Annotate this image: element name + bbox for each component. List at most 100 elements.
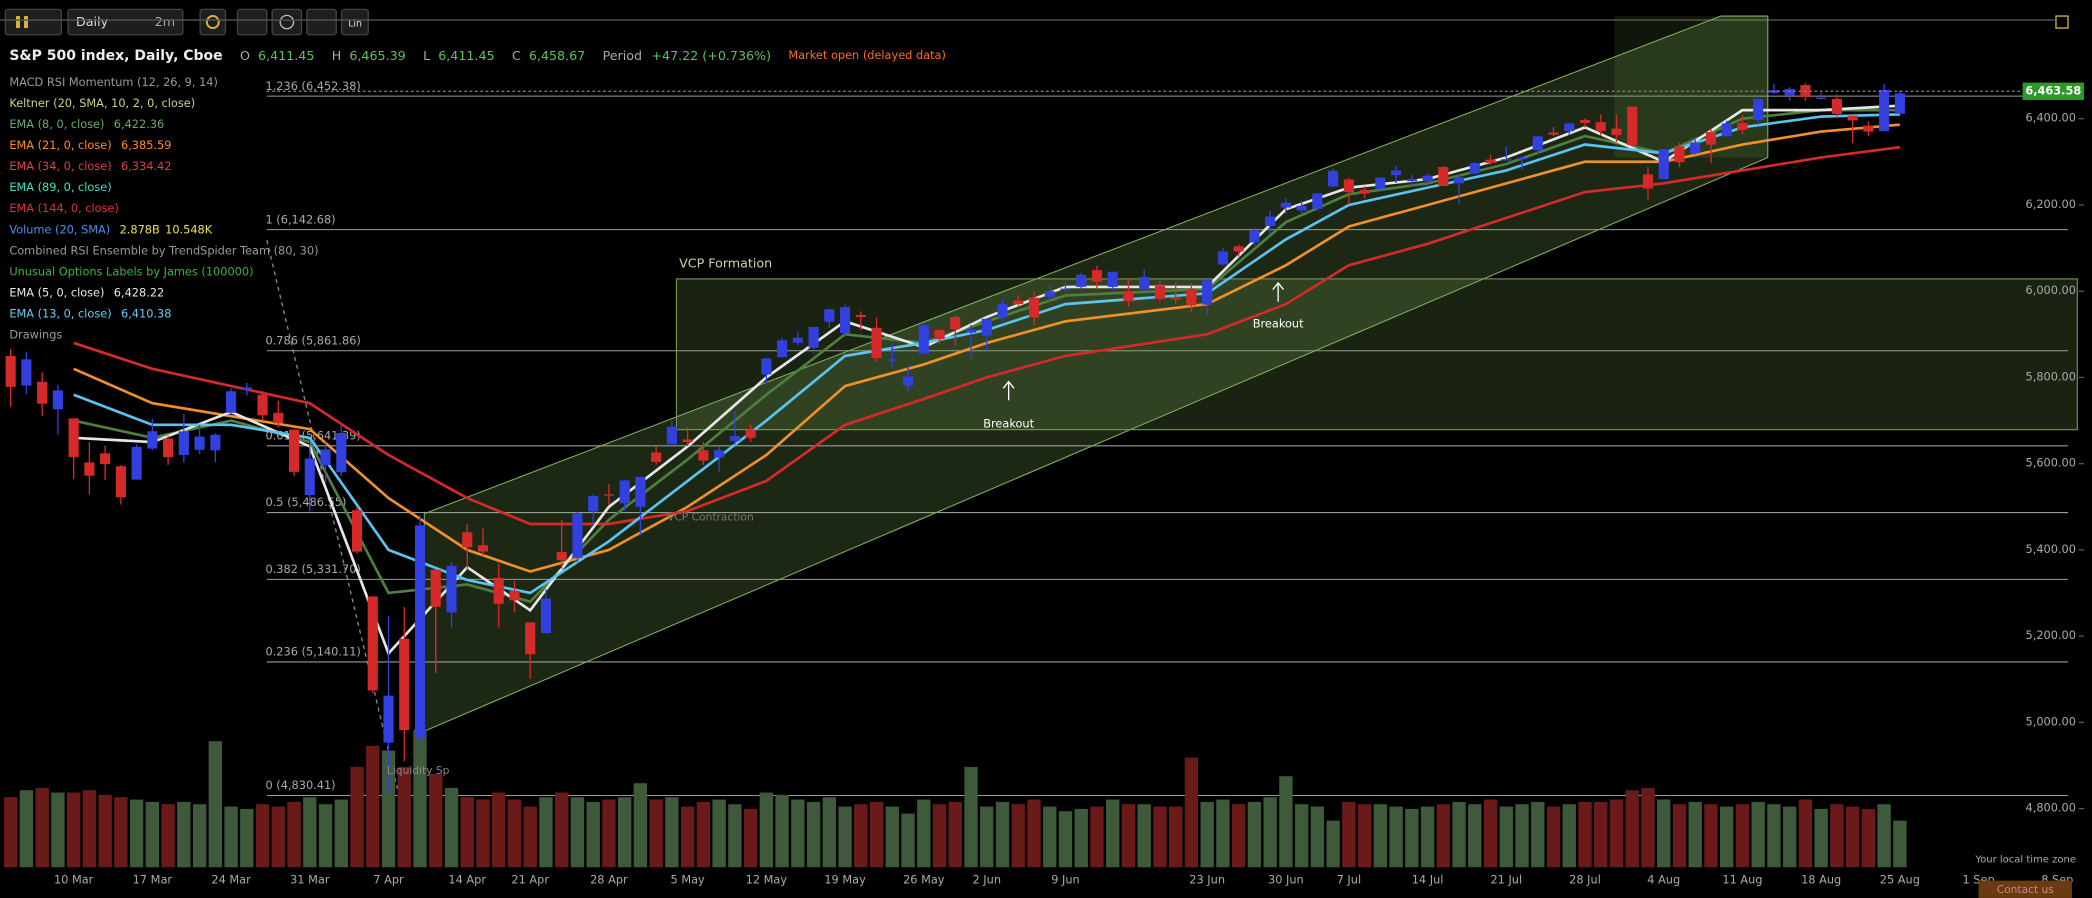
candle-body xyxy=(52,390,63,410)
candle-body xyxy=(682,439,693,443)
x-tick-label: 24 Mar xyxy=(211,873,251,887)
legend-name: Combined RSI Ensemble by TrendSpider Tea… xyxy=(9,243,318,257)
legend-value: 6,410.38 xyxy=(121,307,171,321)
volume-bar xyxy=(318,804,333,868)
ema-line xyxy=(73,145,1901,526)
period-change: +47.22 (+0.736%) xyxy=(651,48,771,63)
volume-bar xyxy=(1657,799,1671,868)
candle-body xyxy=(194,436,205,450)
volume-bar xyxy=(1216,799,1230,868)
annotation: Liquidity Sp xyxy=(387,764,450,777)
candle-body xyxy=(1139,276,1150,290)
y-tick-label: 6,200.00 xyxy=(2026,197,2076,211)
candle-body xyxy=(37,381,48,404)
candle-body xyxy=(5,355,16,387)
candle-body xyxy=(1753,98,1764,120)
candle-body xyxy=(273,412,284,424)
arrow xyxy=(1272,281,1285,302)
toolbar: Daily 2m Lin xyxy=(0,8,2069,36)
candle-body xyxy=(1595,122,1606,132)
crosshair-button[interactable] xyxy=(306,8,337,36)
quote-label: C xyxy=(512,48,521,63)
candle-body xyxy=(824,309,835,322)
candle-body xyxy=(1107,271,1118,287)
volume-bar xyxy=(1845,806,1860,868)
candle-body xyxy=(1501,159,1512,161)
candle-body xyxy=(777,340,788,358)
chart-type-button[interactable] xyxy=(4,8,63,36)
volume-bar xyxy=(1499,806,1513,868)
y-tick-label: 5,200.00 xyxy=(2026,628,2076,642)
x-tick-label: 21 Jul xyxy=(1490,873,1522,887)
fibonacci: 1.236 (6,452.38) 1 (6,142.68) 0.786 (5,861… xyxy=(266,79,2068,797)
contact: Contact us xyxy=(1997,883,2055,896)
refresh: 2m xyxy=(155,14,175,29)
contact-button[interactable] xyxy=(1978,880,2072,898)
volume-bar xyxy=(1106,799,1120,868)
volume-bar xyxy=(1247,801,1262,868)
candle-body xyxy=(100,453,111,465)
scale: Lin xyxy=(348,19,362,30)
quote-header: S&P 500 index, Daily, Cboe O 6,411.45 H … xyxy=(9,48,946,65)
snapshot-button[interactable] xyxy=(2055,15,2069,29)
settings-button[interactable] xyxy=(199,8,227,36)
candle-body xyxy=(1469,163,1480,174)
volume-bar xyxy=(114,797,128,868)
candle-body xyxy=(163,438,174,458)
indicators-button[interactable] xyxy=(236,8,268,36)
volume-pane xyxy=(4,729,1907,868)
volume-bar xyxy=(1641,787,1655,868)
candle-body xyxy=(1485,159,1496,164)
candle-body xyxy=(1013,300,1024,305)
volume-bar xyxy=(617,797,632,868)
x-tick-label: 21 Apr xyxy=(511,873,549,887)
candle-body xyxy=(1044,291,1055,297)
candle-body xyxy=(446,565,457,613)
candle-body xyxy=(351,510,363,552)
y-tick-label: 5,600.00 xyxy=(2026,456,2076,470)
volume-bar xyxy=(51,792,65,868)
interval-select[interactable] xyxy=(67,8,184,36)
legend-entry: EMA (8, 0, close) 6,422.36 xyxy=(9,117,164,131)
legend-value: 6,334.42 xyxy=(121,159,171,173)
quote-value: 6,411.45 xyxy=(438,48,494,63)
volume-bar xyxy=(728,804,742,868)
volume-bar xyxy=(1798,799,1813,868)
candle-body xyxy=(572,513,583,559)
candle-body xyxy=(761,358,772,375)
volume-bar xyxy=(1751,801,1765,868)
candle-body xyxy=(336,433,347,473)
candle-body xyxy=(1863,125,1874,132)
y-tick-label: 5,000.00 xyxy=(2026,714,2076,728)
volume-bar xyxy=(507,799,522,868)
candle-body xyxy=(714,450,725,458)
candle-body xyxy=(84,462,95,476)
volume-bar xyxy=(350,766,364,868)
legend-name: Keltner (20, SMA, 10, 2, 0, close) xyxy=(9,96,195,110)
candle-body xyxy=(1548,132,1559,135)
candle-body xyxy=(840,307,851,333)
volume-bar xyxy=(901,813,915,868)
volume-bar xyxy=(1090,806,1104,868)
volume-bar xyxy=(1877,804,1891,868)
candle-body xyxy=(1076,274,1087,287)
volume-bar xyxy=(334,799,348,868)
legend-name: EMA (8, 0, close) xyxy=(9,117,104,131)
last-price-tag xyxy=(2022,82,2084,100)
volume-bar xyxy=(1688,801,1702,868)
ema-line xyxy=(73,123,1900,573)
legend-name: Unusual Options Labels by James (100000) xyxy=(9,264,253,278)
legend-value: 10.548K xyxy=(165,222,213,236)
candle-body xyxy=(698,450,709,461)
volume-bar xyxy=(1184,757,1199,868)
candle-body xyxy=(1359,189,1370,194)
volume-bar xyxy=(1342,801,1356,868)
candle-body xyxy=(1296,205,1307,211)
replay-button[interactable] xyxy=(271,8,303,36)
scale-button[interactable] xyxy=(340,8,369,36)
timezone: Your local time zone xyxy=(1974,854,2076,865)
x-tick-label: 14 Jul xyxy=(1412,873,1444,887)
x-tick-label: 10 Mar xyxy=(54,873,94,887)
candle-body xyxy=(1170,297,1181,300)
candle-body xyxy=(1422,175,1433,182)
